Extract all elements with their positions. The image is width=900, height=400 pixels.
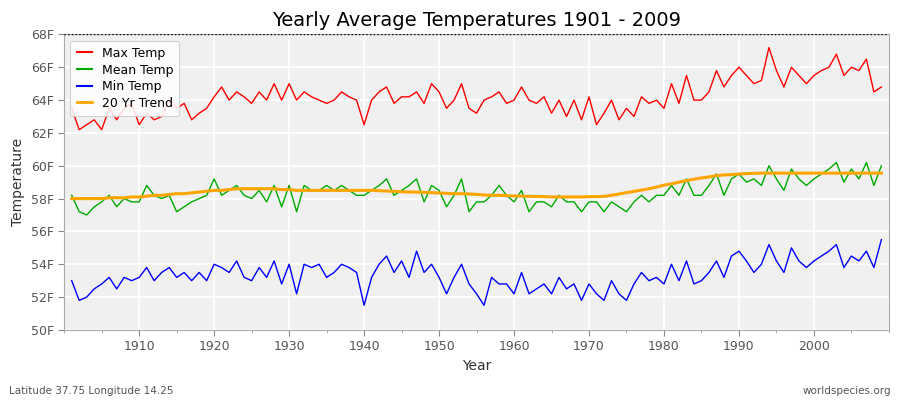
Text: worldspecies.org: worldspecies.org — [803, 386, 891, 396]
Text: Latitude 37.75 Longitude 14.25: Latitude 37.75 Longitude 14.25 — [9, 386, 174, 396]
Y-axis label: Temperature: Temperature — [11, 138, 25, 226]
Legend: Max Temp, Mean Temp, Min Temp, 20 Yr Trend: Max Temp, Mean Temp, Min Temp, 20 Yr Tre… — [70, 41, 179, 116]
X-axis label: Year: Year — [462, 359, 491, 373]
Title: Yearly Average Temperatures 1901 - 2009: Yearly Average Temperatures 1901 - 2009 — [272, 11, 681, 30]
